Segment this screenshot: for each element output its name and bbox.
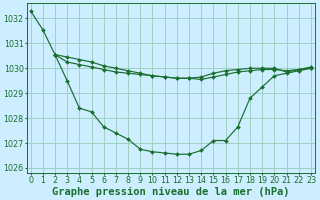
X-axis label: Graphe pression niveau de la mer (hPa): Graphe pression niveau de la mer (hPa)	[52, 186, 290, 197]
